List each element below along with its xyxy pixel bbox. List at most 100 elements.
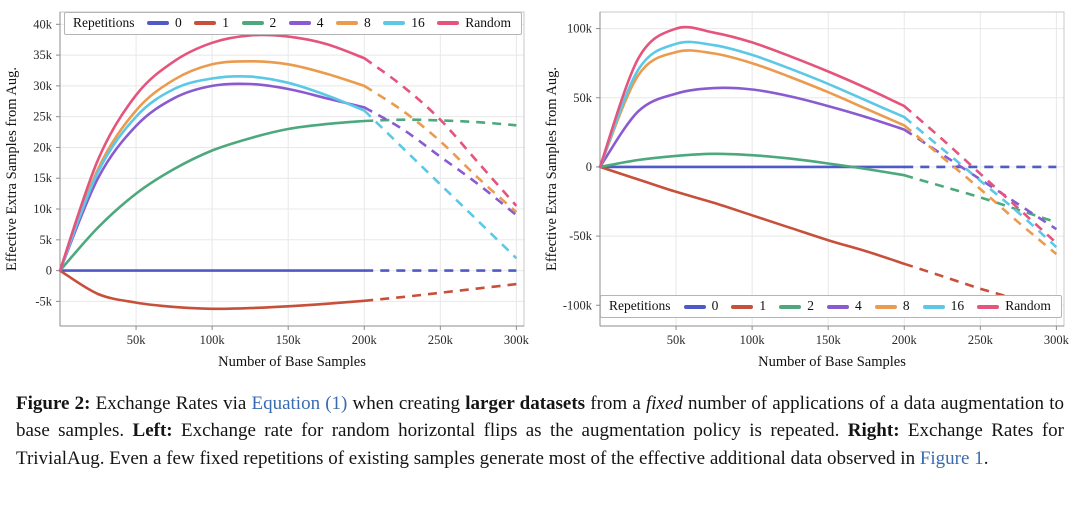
legend-item-Random: Random — [437, 15, 511, 31]
x-tick-label: 200k — [352, 333, 378, 347]
caption-text: number of applications of a data augment… — [16, 393, 1064, 442]
legend-item-label: 16 — [411, 15, 425, 30]
caption-text: Left: — [132, 420, 173, 442]
series-1-solid — [58, 269, 366, 311]
series-8-dashed — [903, 124, 1058, 256]
legend-item-0: 0 — [683, 298, 718, 314]
legend-item-2: 2 — [241, 15, 277, 31]
x-tick-label: 100k — [740, 333, 766, 347]
x-axis-label: Number of Base Samples — [218, 354, 366, 370]
y-tick-label: 30k — [33, 79, 53, 93]
x-tick-label: 150k — [816, 333, 842, 347]
legend-item-label: 8 — [902, 298, 910, 314]
x-tick-label: 100k — [200, 333, 226, 347]
figure-caption: Figure 2: Exchange Rates via Equation (1… — [0, 378, 1080, 472]
caption-text: from a — [585, 393, 646, 414]
legend-item-4: 4 — [288, 15, 324, 31]
legend-swatch — [288, 21, 311, 26]
legend-item-4: 4 — [827, 298, 862, 314]
legend-title: Repetitions — [609, 298, 671, 314]
series-Random-dashed — [903, 105, 1058, 244]
y-tick-label: 10k — [33, 202, 53, 216]
plot-frame — [59, 11, 525, 327]
x-tick-label: 300k — [1044, 333, 1070, 347]
y-tick-label: 0 — [46, 264, 52, 278]
legend-item-8: 8 — [874, 298, 910, 314]
legend-swatch — [194, 21, 217, 26]
y-axis-label: Effective Extra Samples from Aug. — [4, 67, 20, 271]
legend-item-8: 8 — [336, 15, 371, 31]
y-tick-label: 35k — [33, 48, 53, 62]
chart-left: -5k 0 5k 10k 15k 20k 25k 30k 35k 40k 50k 100k 150k 20… — [0, 0, 540, 378]
x-axis-label: Number of Base Samples — [758, 354, 906, 370]
series-2-solid — [58, 119, 366, 272]
legend-item-16: 16 — [922, 298, 965, 314]
caption-text: larger datasets — [465, 393, 586, 414]
series-Random-solid — [598, 25, 906, 169]
legend-title: Repetitions — [73, 15, 135, 30]
x-tick-label: 50k — [667, 333, 687, 347]
caption-text: when creating — [347, 393, 466, 414]
series-8-dashed — [363, 84, 518, 214]
x-tick-label: 50k — [127, 333, 147, 347]
caption-link[interactable]: Equation (1) — [251, 393, 348, 414]
y-tick-label: -100k — [563, 298, 593, 312]
legend-item-Random: Random — [977, 298, 1051, 314]
chart-right-legend: Repetitions 0 1 2 4 8 16 Random — [600, 295, 1062, 318]
series-16-dashed — [363, 109, 518, 260]
y-tick-label: 20k — [33, 140, 53, 154]
caption-link[interactable]: Figure 1 — [919, 447, 984, 469]
legend-item-label: 1 — [222, 15, 229, 30]
caption-text: . — [983, 447, 989, 469]
y-tick-label: 5k — [40, 233, 53, 247]
legend-item-label: 0 — [175, 15, 182, 30]
chart-right: -100k -50k 0 50k 100k 50k 100k 150k 200k 250k 300k… — [540, 0, 1080, 378]
series-16-solid — [58, 75, 366, 272]
series-4-solid — [58, 82, 366, 272]
x-tick-label: 250k — [968, 333, 994, 347]
legend-swatch — [336, 21, 358, 26]
y-tick-label: 0 — [586, 160, 592, 174]
legend-swatch — [779, 304, 802, 309]
y-tick-label: 50k — [573, 91, 593, 105]
x-tick-label: 250k — [428, 333, 454, 347]
caption-text: fixed — [645, 393, 683, 414]
y-tick-label: -50k — [569, 229, 593, 243]
y-tick-label: 15k — [33, 171, 53, 185]
series-Random-dashed — [363, 57, 518, 207]
legend-item-1: 1 — [194, 15, 229, 31]
y-axis-label: Effective Extra Samples from Aug. — [544, 67, 560, 271]
series-16-dashed — [903, 116, 1058, 249]
legend-item-label: 4 — [855, 298, 862, 314]
legend-swatch — [383, 21, 406, 26]
x-tick-label: 300k — [504, 333, 530, 347]
legend-item-label: 1 — [759, 298, 767, 314]
chart-right-svg: -100k -50k 0 50k 100k 50k 100k 150k 200k 250k 300k… — [544, 11, 1070, 370]
legend-swatch — [147, 21, 169, 26]
legend-swatch — [977, 304, 1000, 309]
caption-text: Exchange rate for random horizontal flip… — [172, 420, 848, 442]
figure-2: -5k 0 5k 10k 15k 20k 25k 30k 35k 40k 50k 100k 150k 20… — [0, 0, 1080, 472]
y-tick-label: 100k — [567, 22, 593, 36]
y-tick-label: 25k — [33, 110, 53, 124]
legend-swatch — [874, 304, 897, 309]
chart-left-legend: Repetitions 0 1 2 4 8 16 Random — [64, 12, 522, 35]
legend-swatch — [241, 21, 264, 26]
legend-swatch — [437, 21, 460, 26]
legend-swatch — [827, 304, 849, 309]
series-4-solid — [598, 86, 906, 169]
x-tick-label: 150k — [276, 333, 302, 347]
legend-swatch — [683, 304, 706, 309]
caption-text: Figure 2: — [16, 393, 91, 414]
series-4-dashed — [903, 128, 1058, 231]
legend-item-label: 2 — [269, 15, 277, 30]
charts-row: -5k 0 5k 10k 15k 20k 25k 30k 35k 40k 50k 100k 150k 20… — [0, 0, 1080, 378]
series-1-solid — [598, 165, 906, 266]
legend-swatch — [922, 304, 945, 309]
series-8-solid — [58, 59, 366, 272]
legend-item-label: Random — [465, 15, 511, 30]
legend-item-label: 16 — [950, 298, 965, 314]
series-8-solid — [598, 49, 906, 169]
legend-swatch — [731, 304, 754, 309]
